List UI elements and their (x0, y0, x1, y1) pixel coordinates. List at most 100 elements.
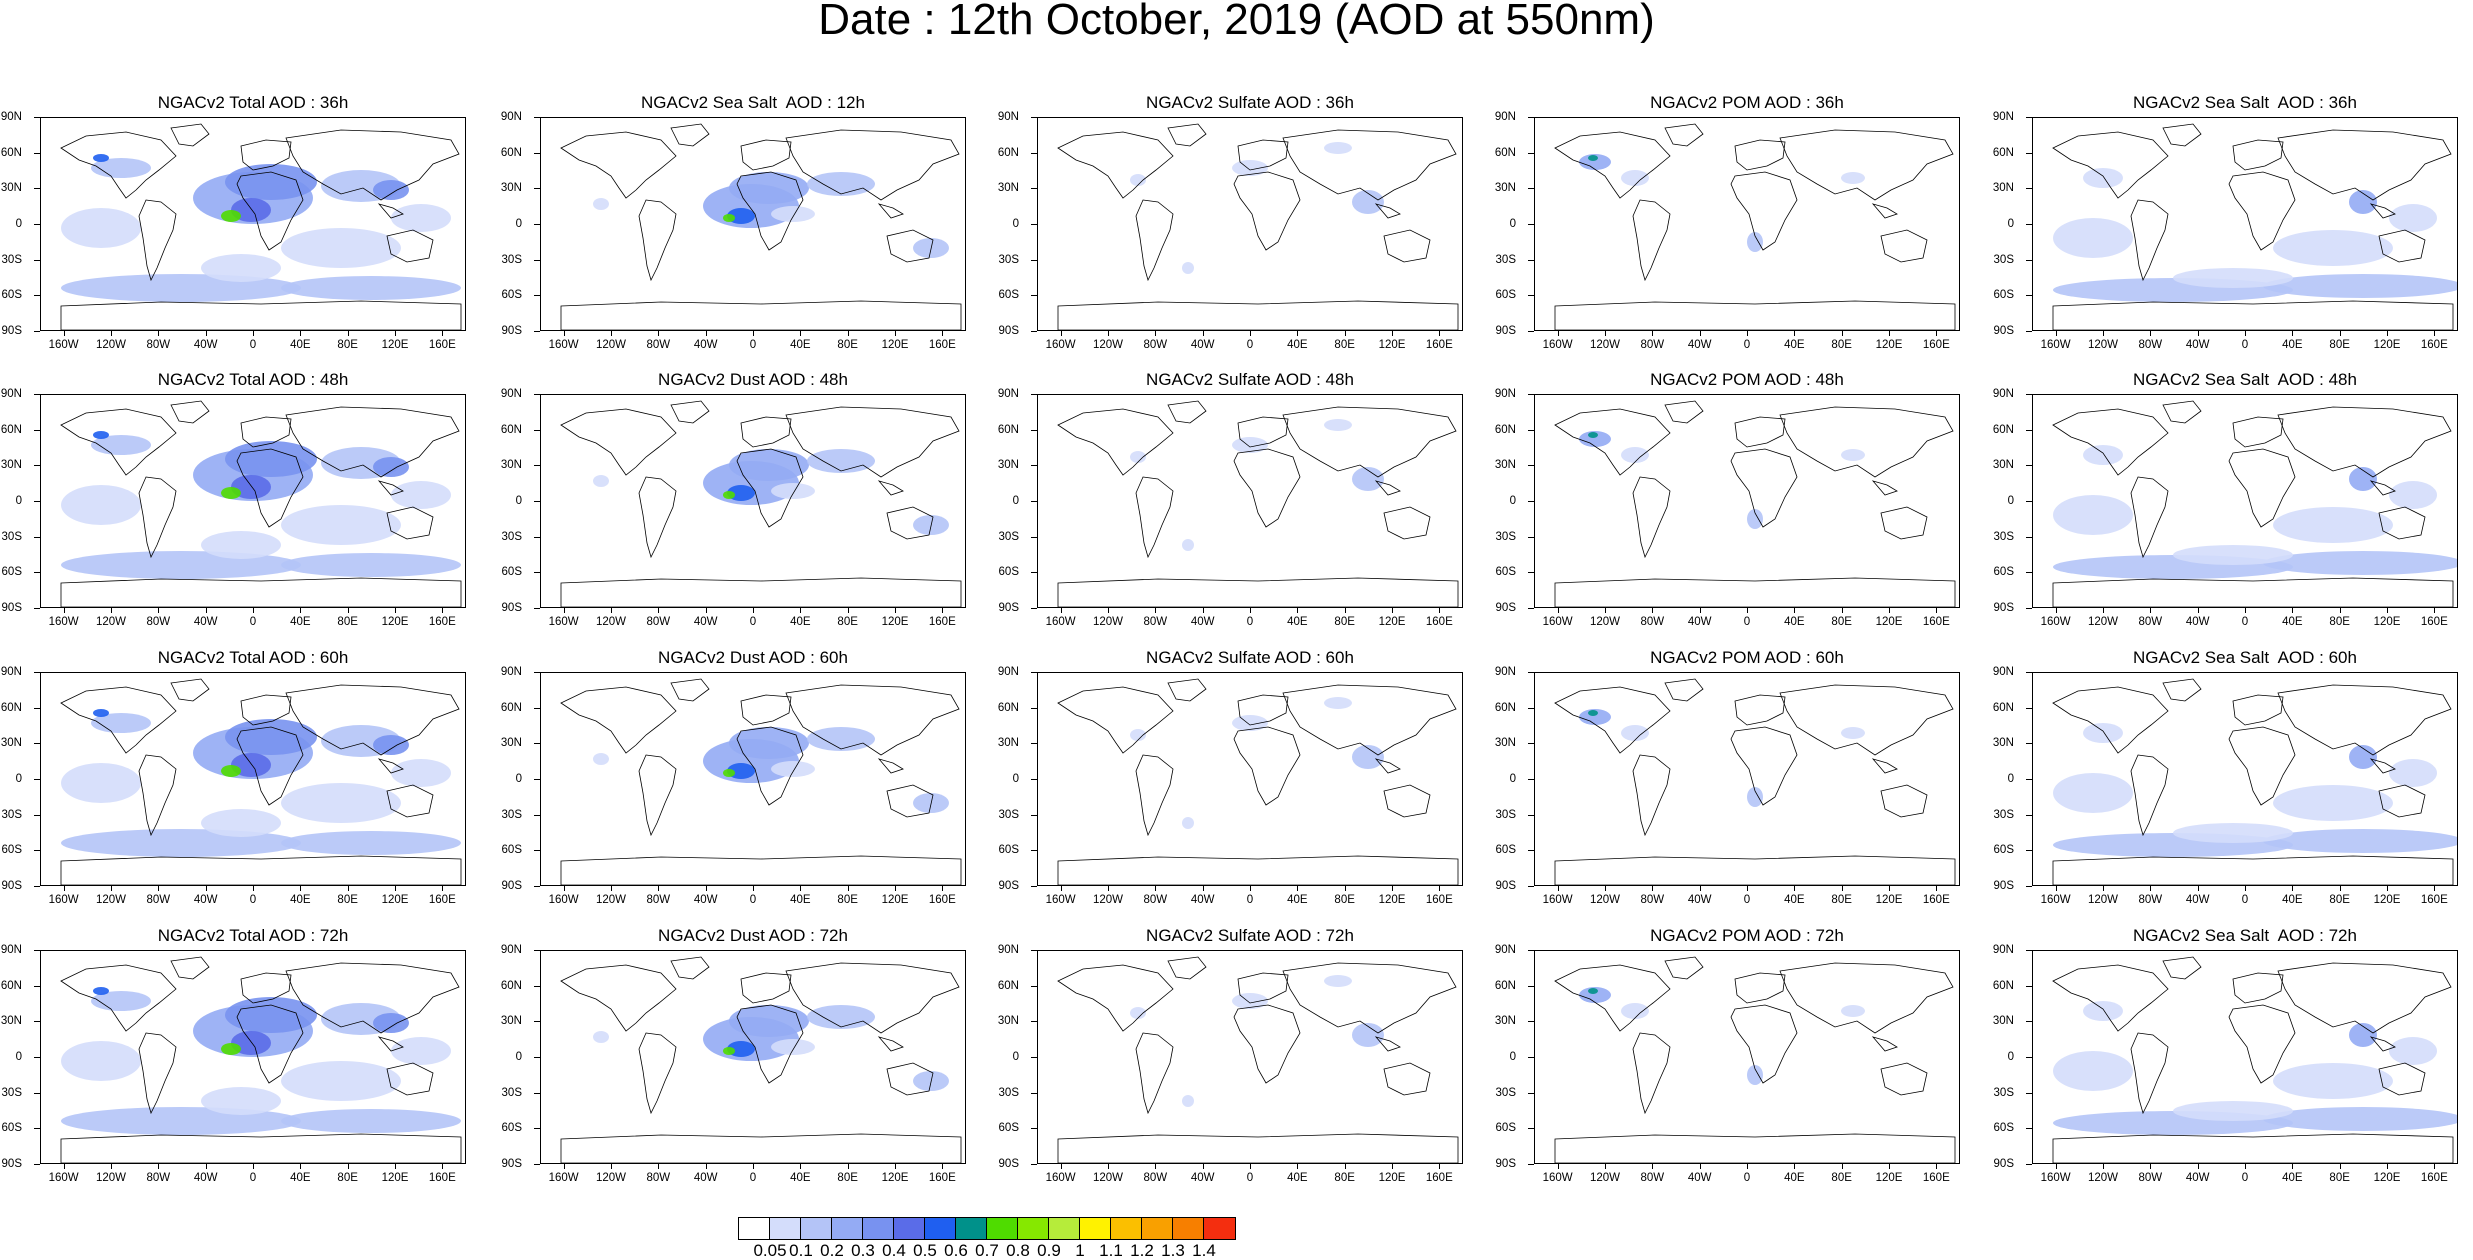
longitude-tick (611, 608, 612, 613)
latitude-tick (1031, 224, 1037, 225)
longitude-tick (205, 608, 207, 613)
longitude-label: 80E (1831, 616, 1852, 628)
latitude-tick (34, 707, 40, 709)
latitude-tick (2026, 985, 2032, 987)
longitude-label: 160E (1922, 616, 1950, 628)
latitude-label: 60N (1494, 423, 1516, 436)
map-panel: NGACv2 Total AOD : 48h 90N 60N 30N 0 30S 60S 90… (0, 370, 468, 640)
aod-field (1182, 262, 1194, 274)
longitude-label: 40E (790, 894, 811, 906)
longitude-tick (2055, 1164, 2057, 1169)
aod-field (221, 210, 241, 222)
latitude-tick (2026, 850, 2032, 852)
latitude-tick (1031, 465, 1037, 467)
latitude-tick (1031, 188, 1037, 190)
world-map (2032, 394, 2458, 608)
colorbar-swatch (987, 1218, 1018, 1239)
longitude-tick (395, 608, 396, 613)
latitude-tick (1528, 1092, 1534, 1094)
latitude-tick (2026, 672, 2032, 673)
aod-field (1588, 710, 1598, 716)
longitude-tick (1202, 886, 1204, 891)
panel-title: NGACv2 Sea Salt AOD : 60h (2133, 648, 2357, 667)
panel-title: NGACv2 POM AOD : 60h (1650, 648, 1844, 667)
aod-field (807, 1005, 875, 1029)
longitude-label: 160W (1542, 616, 1573, 628)
coastline (1057, 855, 1459, 885)
longitude-tick (2292, 608, 2294, 613)
coastline (1779, 962, 1954, 1034)
longitude-tick (2387, 1164, 2388, 1169)
longitude-tick (658, 331, 660, 336)
latitude-label: 30S (998, 253, 1019, 266)
longitude-label: 40E (2282, 616, 2303, 628)
longitude-tick (1344, 886, 1346, 891)
latitude-tick (534, 572, 540, 574)
longitude-label: 120E (2373, 339, 2401, 351)
aod-field (93, 987, 109, 995)
latitude-tick (534, 1057, 540, 1058)
latitude-tick (1031, 950, 1037, 951)
latitude-tick (1031, 152, 1037, 154)
aod-field (1588, 432, 1598, 438)
map-panel: NGACv2 POM AOD : 72h 90N 60N 30N 0 30S 60S 90S 1… (1494, 926, 1962, 1196)
latitude-tick (1528, 188, 1534, 190)
longitude-tick (800, 608, 802, 613)
longitude-tick (1699, 886, 1701, 891)
longitude-label: 40E (290, 1172, 311, 1184)
world-map (1534, 117, 1960, 331)
coastline (1871, 758, 1898, 774)
longitude-label: 120W (1092, 894, 1124, 906)
longitude-tick (1699, 608, 1701, 613)
latitude-tick (2026, 1164, 2032, 1165)
latitude-label: 90N (1992, 111, 2014, 123)
longitude-label: 0 (749, 1172, 757, 1184)
longitude-label: 40E (1287, 894, 1308, 906)
longitude-tick (1060, 886, 1062, 891)
coastline (60, 300, 462, 330)
coastline (1554, 964, 1671, 1032)
latitude-tick (2026, 743, 2032, 745)
coastline (1664, 678, 1704, 702)
longitude-tick (2387, 331, 2388, 336)
world-map (540, 394, 966, 608)
coastline (386, 1062, 434, 1096)
longitude-label: 0 (2241, 894, 2249, 906)
latitude-label: 60N (500, 146, 522, 159)
latitude-label: 90S (1495, 1158, 1516, 1170)
aod-field (729, 727, 809, 759)
coastline (736, 171, 804, 251)
longitude-tick (1297, 608, 1299, 613)
coastline (60, 577, 462, 607)
longitude-label: 40E (790, 616, 811, 628)
latitude-tick (534, 1021, 540, 1023)
coastline (236, 448, 304, 528)
coastline (560, 577, 962, 607)
longitude-tick (1841, 1164, 1843, 1169)
longitude-label: 160W (548, 339, 579, 351)
aod-field (1130, 729, 1146, 741)
longitude-label: 120W (2087, 339, 2119, 351)
latitude-label: 60N (997, 423, 1019, 436)
longitude-tick (158, 886, 160, 891)
aod-field (2349, 190, 2377, 214)
longitude-tick (563, 331, 565, 336)
coastline (60, 964, 177, 1032)
latitude-tick (34, 117, 40, 118)
latitude-label: 30S (1993, 808, 2014, 821)
longitude-tick (1889, 331, 1890, 336)
coastline (560, 686, 677, 754)
aod-field (391, 481, 451, 509)
longitude-tick (563, 608, 565, 613)
coastline (1057, 408, 1174, 476)
aod-field (93, 709, 109, 717)
colorbar-swatch (1142, 1218, 1173, 1239)
longitude-label: 40W (193, 339, 218, 351)
latitude-tick (2026, 608, 2032, 609)
aod-field (2053, 495, 2133, 535)
longitude-tick (2197, 331, 2199, 336)
coastline (170, 678, 210, 702)
map-canvas (1554, 400, 1956, 607)
aod-field (1588, 988, 1598, 994)
longitude-tick (395, 1164, 396, 1169)
